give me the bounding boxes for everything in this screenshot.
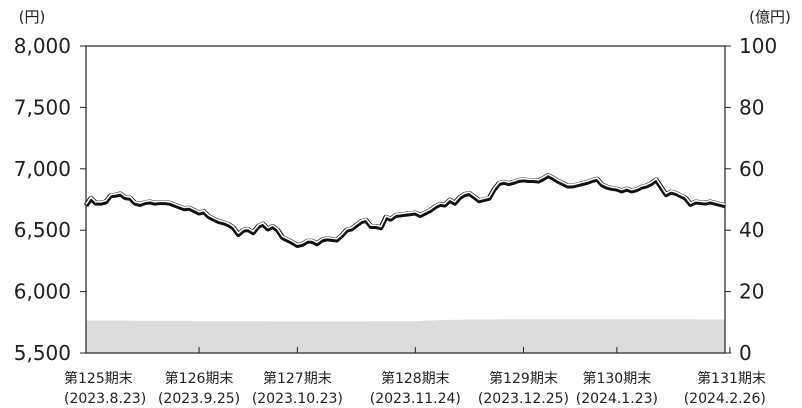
x-period-label: 第129期末 bbox=[489, 370, 558, 387]
x-period-label: 第126期末 bbox=[165, 370, 234, 387]
left-tick-label: 5,500 bbox=[14, 341, 71, 365]
nav-line-layer bbox=[83, 173, 726, 249]
x-date-label: (2023.11.24) bbox=[370, 391, 461, 407]
x-date-label: (2023.12.25) bbox=[478, 391, 569, 407]
x-date-label: (2023.9.25) bbox=[158, 391, 240, 407]
plot-frame bbox=[85, 45, 726, 354]
right-tick-label: 60 bbox=[739, 157, 764, 181]
right-tick-label: 80 bbox=[739, 95, 764, 119]
x-date-label: (2023.10.23) bbox=[252, 391, 343, 407]
right-tick-label: 0 bbox=[739, 341, 752, 365]
left-tick-label: 7,500 bbox=[14, 95, 71, 119]
right-axis: 0 20 40 60 80 100 bbox=[725, 34, 777, 365]
x-date-label: (2024.2.26) bbox=[684, 391, 766, 407]
x-period-label: 第127期末 bbox=[263, 370, 332, 387]
x-date-label: (2024.1.23) bbox=[576, 391, 658, 407]
left-tick-label: 8,000 bbox=[14, 34, 71, 58]
right-unit-label: (億円) bbox=[749, 8, 791, 26]
net-assets-area bbox=[86, 319, 725, 353]
right-tick-label: 40 bbox=[739, 218, 764, 242]
left-axis: 5,500 6,000 6,500 7,000 7,500 8,000 bbox=[14, 34, 86, 365]
left-unit-label: (円) bbox=[19, 8, 46, 26]
x-axis: 第125期末 (2023.8.23) 第126期末 (2023.9.25) 第127期末… bbox=[64, 347, 766, 407]
net-assets-area-layer bbox=[86, 319, 725, 353]
x-period-label: 第128期末 bbox=[381, 370, 450, 387]
left-tick-label: 7,000 bbox=[14, 157, 71, 181]
nav-line-outline bbox=[83, 173, 726, 249]
left-tick-label: 6,500 bbox=[14, 218, 71, 242]
x-period-label: 第130期末 bbox=[582, 370, 651, 387]
left-tick-label: 6,000 bbox=[14, 280, 71, 304]
x-period-label: 第131期末 bbox=[697, 370, 766, 387]
x-date-label: (2023.8.23) bbox=[64, 391, 146, 407]
nav-line-inner bbox=[85, 173, 726, 246]
x-period-label: 第125期末 bbox=[64, 370, 133, 387]
right-tick-label: 20 bbox=[739, 280, 764, 304]
right-tick-label: 100 bbox=[739, 34, 777, 58]
plot-border bbox=[85, 45, 726, 354]
